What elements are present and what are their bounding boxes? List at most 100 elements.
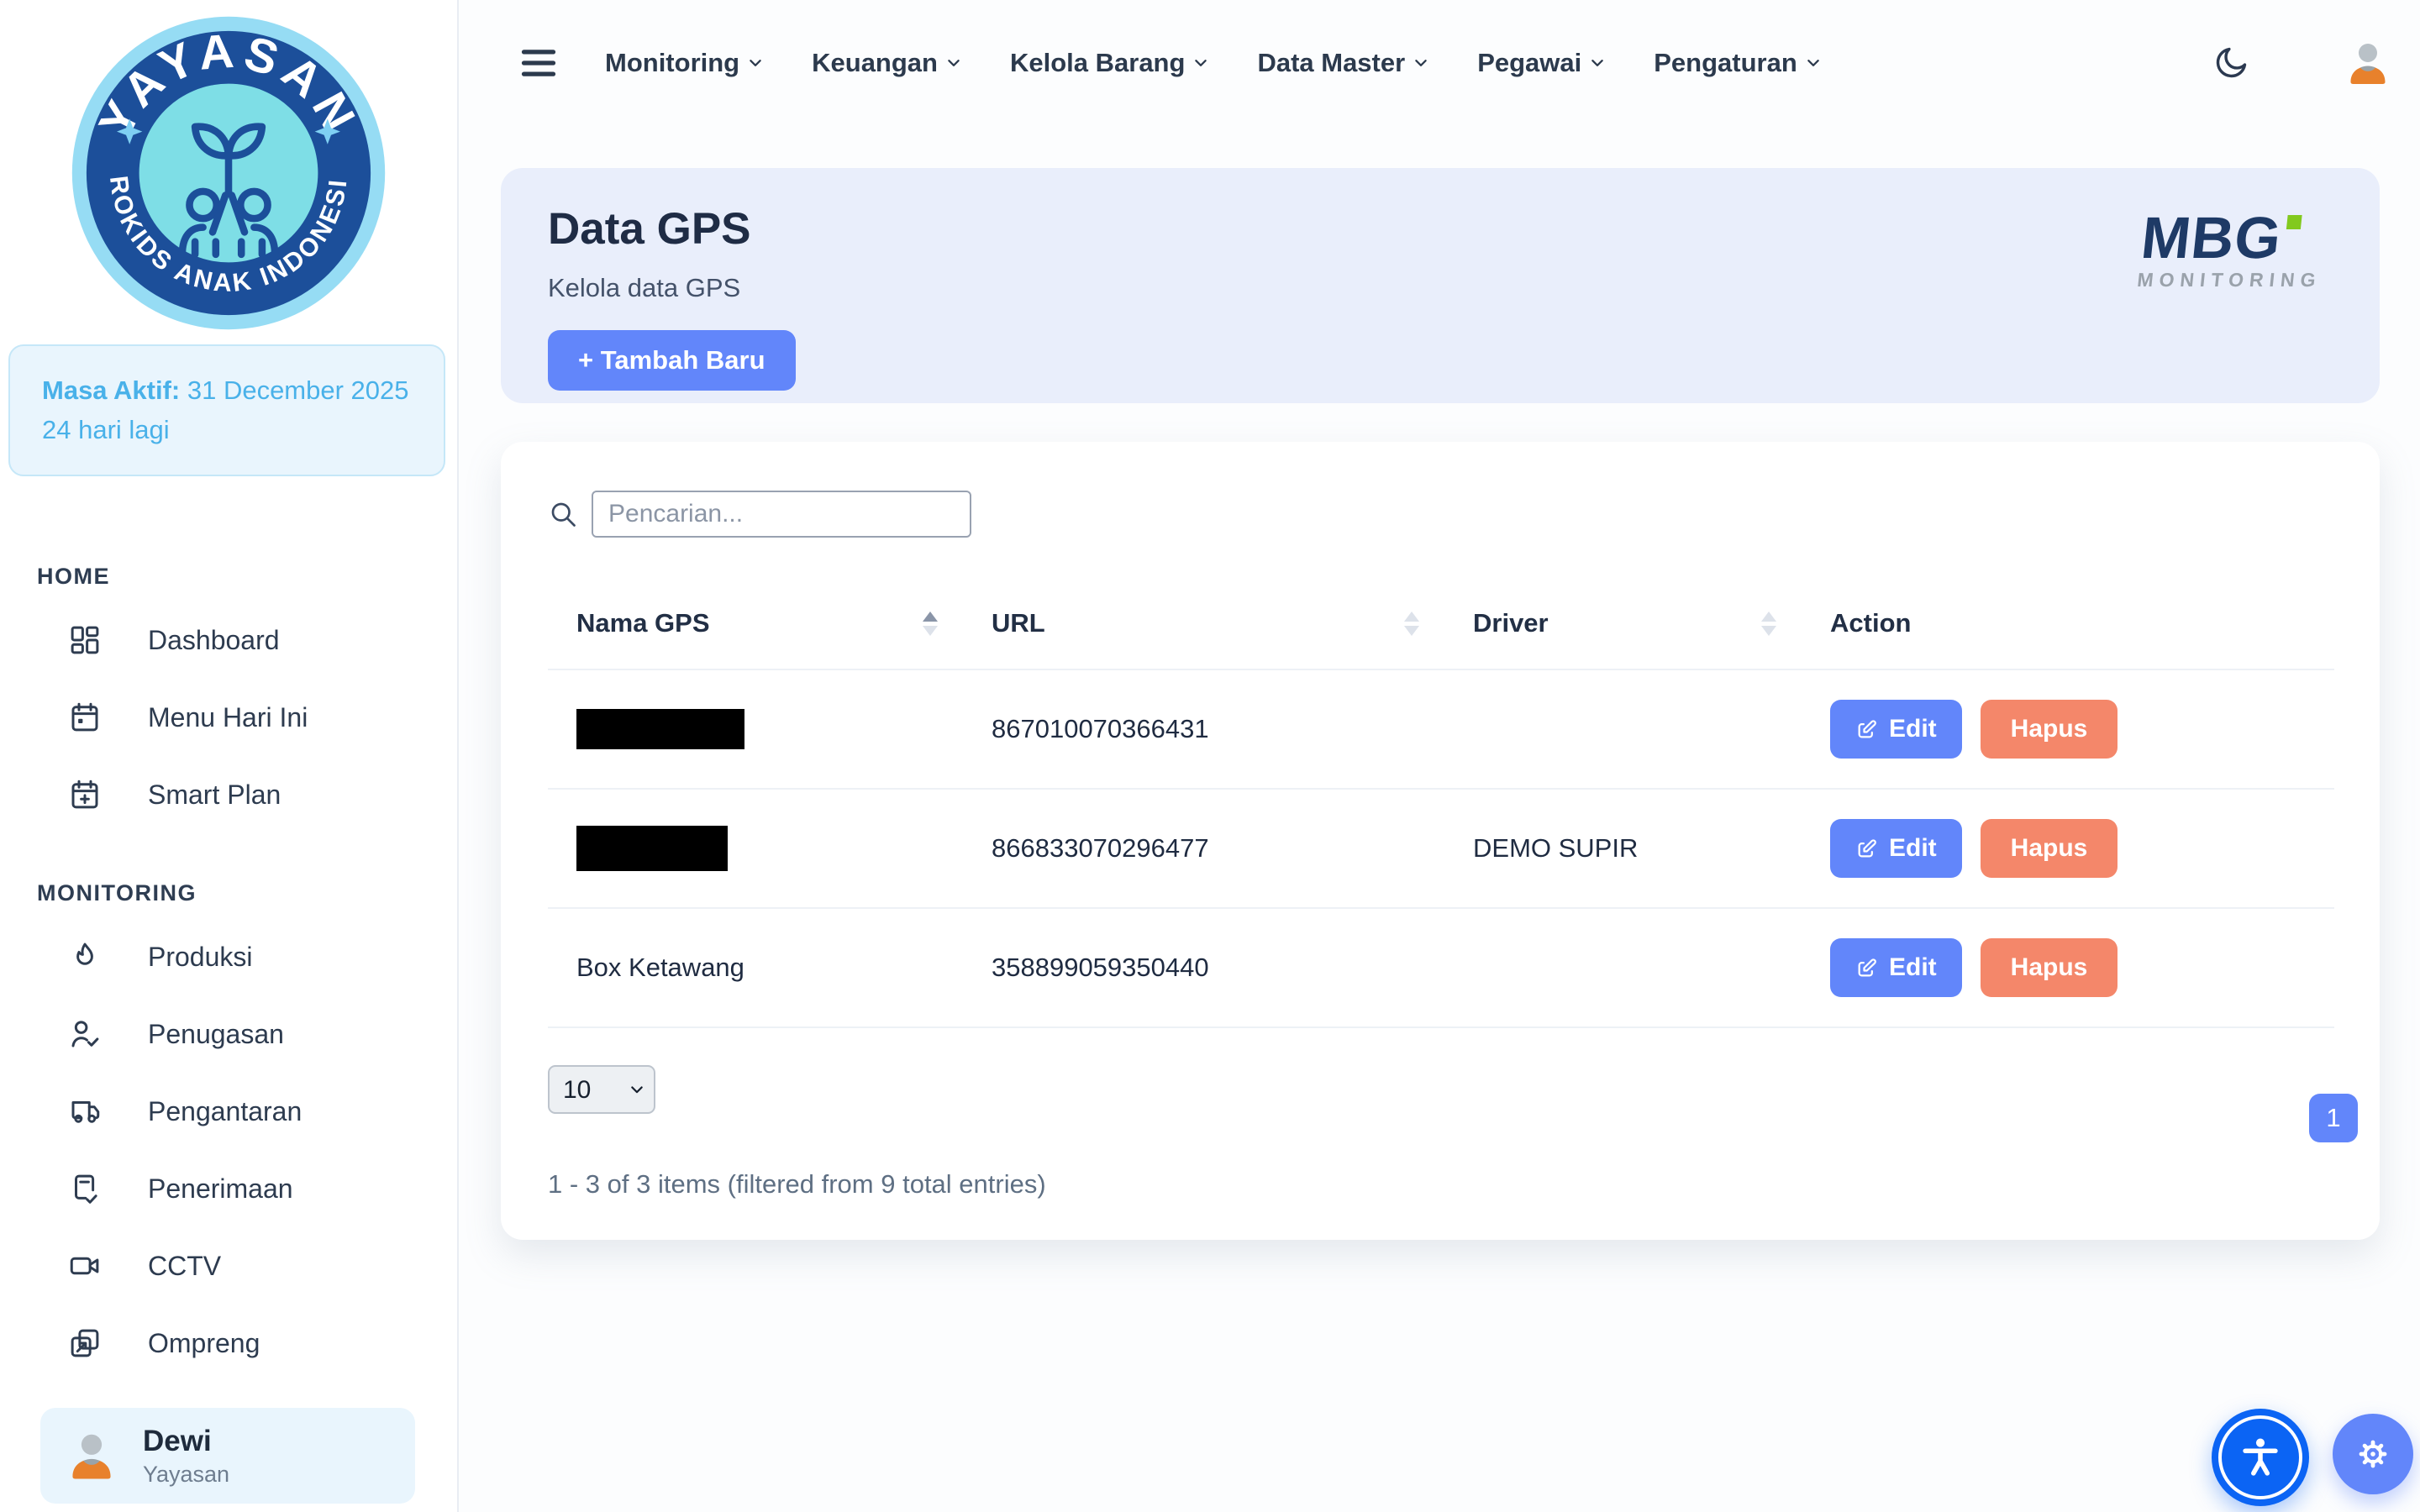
- sidebar-item-label: Pengantaran: [148, 1095, 302, 1126]
- delete-button[interactable]: Hapus: [1980, 938, 2118, 997]
- hamburger-menu-button[interactable]: [521, 48, 556, 78]
- sparkle-icon: [117, 118, 143, 144]
- chevron-down-icon: [1591, 60, 1603, 66]
- nav-item-kelola-barang[interactable]: Kelola Barang: [1010, 48, 1208, 78]
- pencil-edit-icon: [1858, 958, 1876, 977]
- yayasan-prokids-logo-icon: YAYASAN PROKIDS ANAK INDONESIA: [69, 13, 386, 330]
- pencil-edit-icon: [1858, 839, 1876, 858]
- chevron-down-icon: [750, 60, 761, 66]
- cell-url: 358899059350440: [992, 953, 1209, 982]
- sidebar-item-cctv[interactable]: CCTV: [0, 1227, 457, 1305]
- cell-gps-name: Box Ketawang: [576, 953, 744, 982]
- sidebar-item-pengantaran[interactable]: Pengantaran: [0, 1073, 457, 1150]
- chevron-down-icon: [1807, 60, 1819, 66]
- sidebar-item-penugasan[interactable]: Penugasan: [0, 995, 457, 1073]
- sidebar-section-home: HOME: [37, 564, 110, 589]
- profile-menu-button[interactable]: [2343, 38, 2393, 88]
- sidebar-item-menu-hari-ini[interactable]: Menu Hari Ini: [0, 679, 457, 756]
- nav-item-keuangan[interactable]: Keuangan: [812, 48, 961, 78]
- calendar-icon: [71, 702, 98, 732]
- chevron-down-icon: [1415, 60, 1427, 66]
- cell-actions: Edit Hapus: [1802, 938, 2334, 997]
- accessibility-person-icon: [2243, 1438, 2278, 1476]
- table-row: 867010070366431 Edit Hapus: [548, 670, 2334, 790]
- dashboard-grid-icon: [71, 626, 99, 654]
- column-header-url[interactable]: URL: [963, 608, 1444, 638]
- edit-button[interactable]: Edit: [1830, 700, 1962, 759]
- sidebar-item-label: Ompreng: [148, 1327, 260, 1358]
- sidebar-item-label: Penugasan: [148, 1018, 284, 1049]
- nav-item-data-master[interactable]: Data Master: [1257, 48, 1428, 78]
- mbg-monitoring-logo: MBG MONITORING: [2136, 205, 2328, 291]
- sort-icon-ascending: [923, 611, 938, 636]
- delete-button[interactable]: Hapus: [1980, 819, 2118, 878]
- sidebar-item-dashboard[interactable]: Dashboard: [0, 601, 457, 679]
- user-name: Dewi: [143, 1424, 212, 1457]
- sidebar-item-smart-plan[interactable]: Smart Plan: [0, 756, 457, 833]
- settings-fab-button[interactable]: [2333, 1414, 2413, 1494]
- cell-actions: Edit Hapus: [1802, 819, 2334, 878]
- sidebar-item-label: Produksi: [148, 941, 253, 972]
- foundation-logo: YAYASAN PROKIDS ANAK INDONESIA: [0, 0, 457, 333]
- sidebar: YAYASAN PROKIDS ANAK INDONESIA Masa A: [0, 0, 459, 1512]
- video-camera-icon: [70, 1257, 99, 1275]
- table-header-row: Nama GPS URL Driver Action: [548, 608, 2334, 670]
- column-header-action: Action: [1830, 608, 1912, 638]
- cell-driver: DEMO SUPIR: [1473, 833, 1639, 863]
- cell-actions: Edit Hapus: [1802, 700, 2334, 759]
- sidebar-item-produksi[interactable]: Produksi: [0, 918, 457, 995]
- license-status-box: Masa Aktif: 31 December 2025 24 hari lag…: [8, 344, 445, 476]
- sprout-people-icon: [178, 123, 279, 259]
- add-new-button[interactable]: + Tambah Baru: [548, 330, 796, 391]
- edit-button[interactable]: Edit: [1830, 819, 1962, 878]
- sort-icon: [1404, 611, 1419, 636]
- user-role: Yayasan: [143, 1461, 230, 1487]
- accessibility-widget-button[interactable]: [2212, 1409, 2309, 1506]
- sort-icon: [1761, 611, 1776, 636]
- pagination-page-1-button[interactable]: 1: [2309, 1094, 2358, 1142]
- delete-button[interactable]: Hapus: [1980, 700, 2118, 759]
- sidebar-item-label: Menu Hari Ini: [148, 701, 308, 732]
- table-row: 866833070296477 DEMO SUPIR Edit Hapus: [548, 790, 2334, 909]
- gps-table-card: Nama GPS URL Driver Action 8670100703664…: [501, 442, 2380, 1240]
- column-header-driver[interactable]: Driver: [1444, 608, 1802, 638]
- brand-name: MBG: [2138, 205, 2286, 270]
- page-size-select[interactable]: 10: [548, 1065, 655, 1114]
- pencil-edit-icon: [1858, 720, 1876, 738]
- main-content: Monitoring Keuangan Kelola Barang Data M…: [459, 0, 2420, 1512]
- license-expiry-date: 31 December 2025: [187, 375, 409, 405]
- sidebar-item-label: Penerimaan: [148, 1173, 293, 1204]
- nav-item-pengaturan[interactable]: Pengaturan: [1654, 48, 1821, 78]
- sparkle-icon: [314, 118, 340, 144]
- top-navbar: Monitoring Keuangan Kelola Barang Data M…: [459, 0, 2420, 126]
- flame-icon: [76, 942, 93, 965]
- column-header-nama-gps[interactable]: Nama GPS: [548, 608, 963, 638]
- calendar-plus-icon: [71, 780, 98, 809]
- sidebar-item-ompreng[interactable]: Ompreng: [0, 1305, 457, 1382]
- sidebar-item-label: CCTV: [148, 1250, 222, 1281]
- hamburger-icon: [521, 50, 556, 76]
- nav-item-pegawai[interactable]: Pegawai: [1477, 48, 1605, 78]
- chevron-down-icon: [948, 60, 960, 66]
- user-avatar-icon: [72, 1434, 111, 1479]
- search-input[interactable]: [592, 491, 971, 538]
- search-icon: [551, 502, 576, 527]
- gear-icon: [2359, 1440, 2387, 1468]
- cell-url: 866833070296477: [992, 833, 1209, 863]
- moon-icon: [2216, 47, 2247, 78]
- page-header-card: Data GPS Kelola data GPS + Tambah Baru M…: [501, 168, 2380, 403]
- page-subtitle: Kelola data GPS: [548, 273, 741, 302]
- nav-item-monitoring[interactable]: Monitoring: [605, 48, 763, 78]
- sidebar-item-label: Smart Plan: [148, 779, 281, 810]
- sidebar-user-card[interactable]: Dewi Yayasan: [40, 1408, 415, 1504]
- license-label: Masa Aktif:: [42, 375, 181, 405]
- truck-icon: [71, 1101, 100, 1123]
- page-title: Data GPS: [548, 204, 751, 254]
- redacted-gps-name: [576, 709, 744, 749]
- sidebar-item-label: Dashboard: [148, 624, 280, 655]
- edit-button[interactable]: Edit: [1830, 938, 1962, 997]
- brand-green-square-icon: [2286, 215, 2302, 229]
- sidebar-item-penerimaan[interactable]: Penerimaan: [0, 1150, 457, 1227]
- dark-mode-toggle[interactable]: [2212, 44, 2250, 82]
- table-info-text: 1 - 3 of 3 items (filtered from 9 total …: [548, 1169, 1046, 1199]
